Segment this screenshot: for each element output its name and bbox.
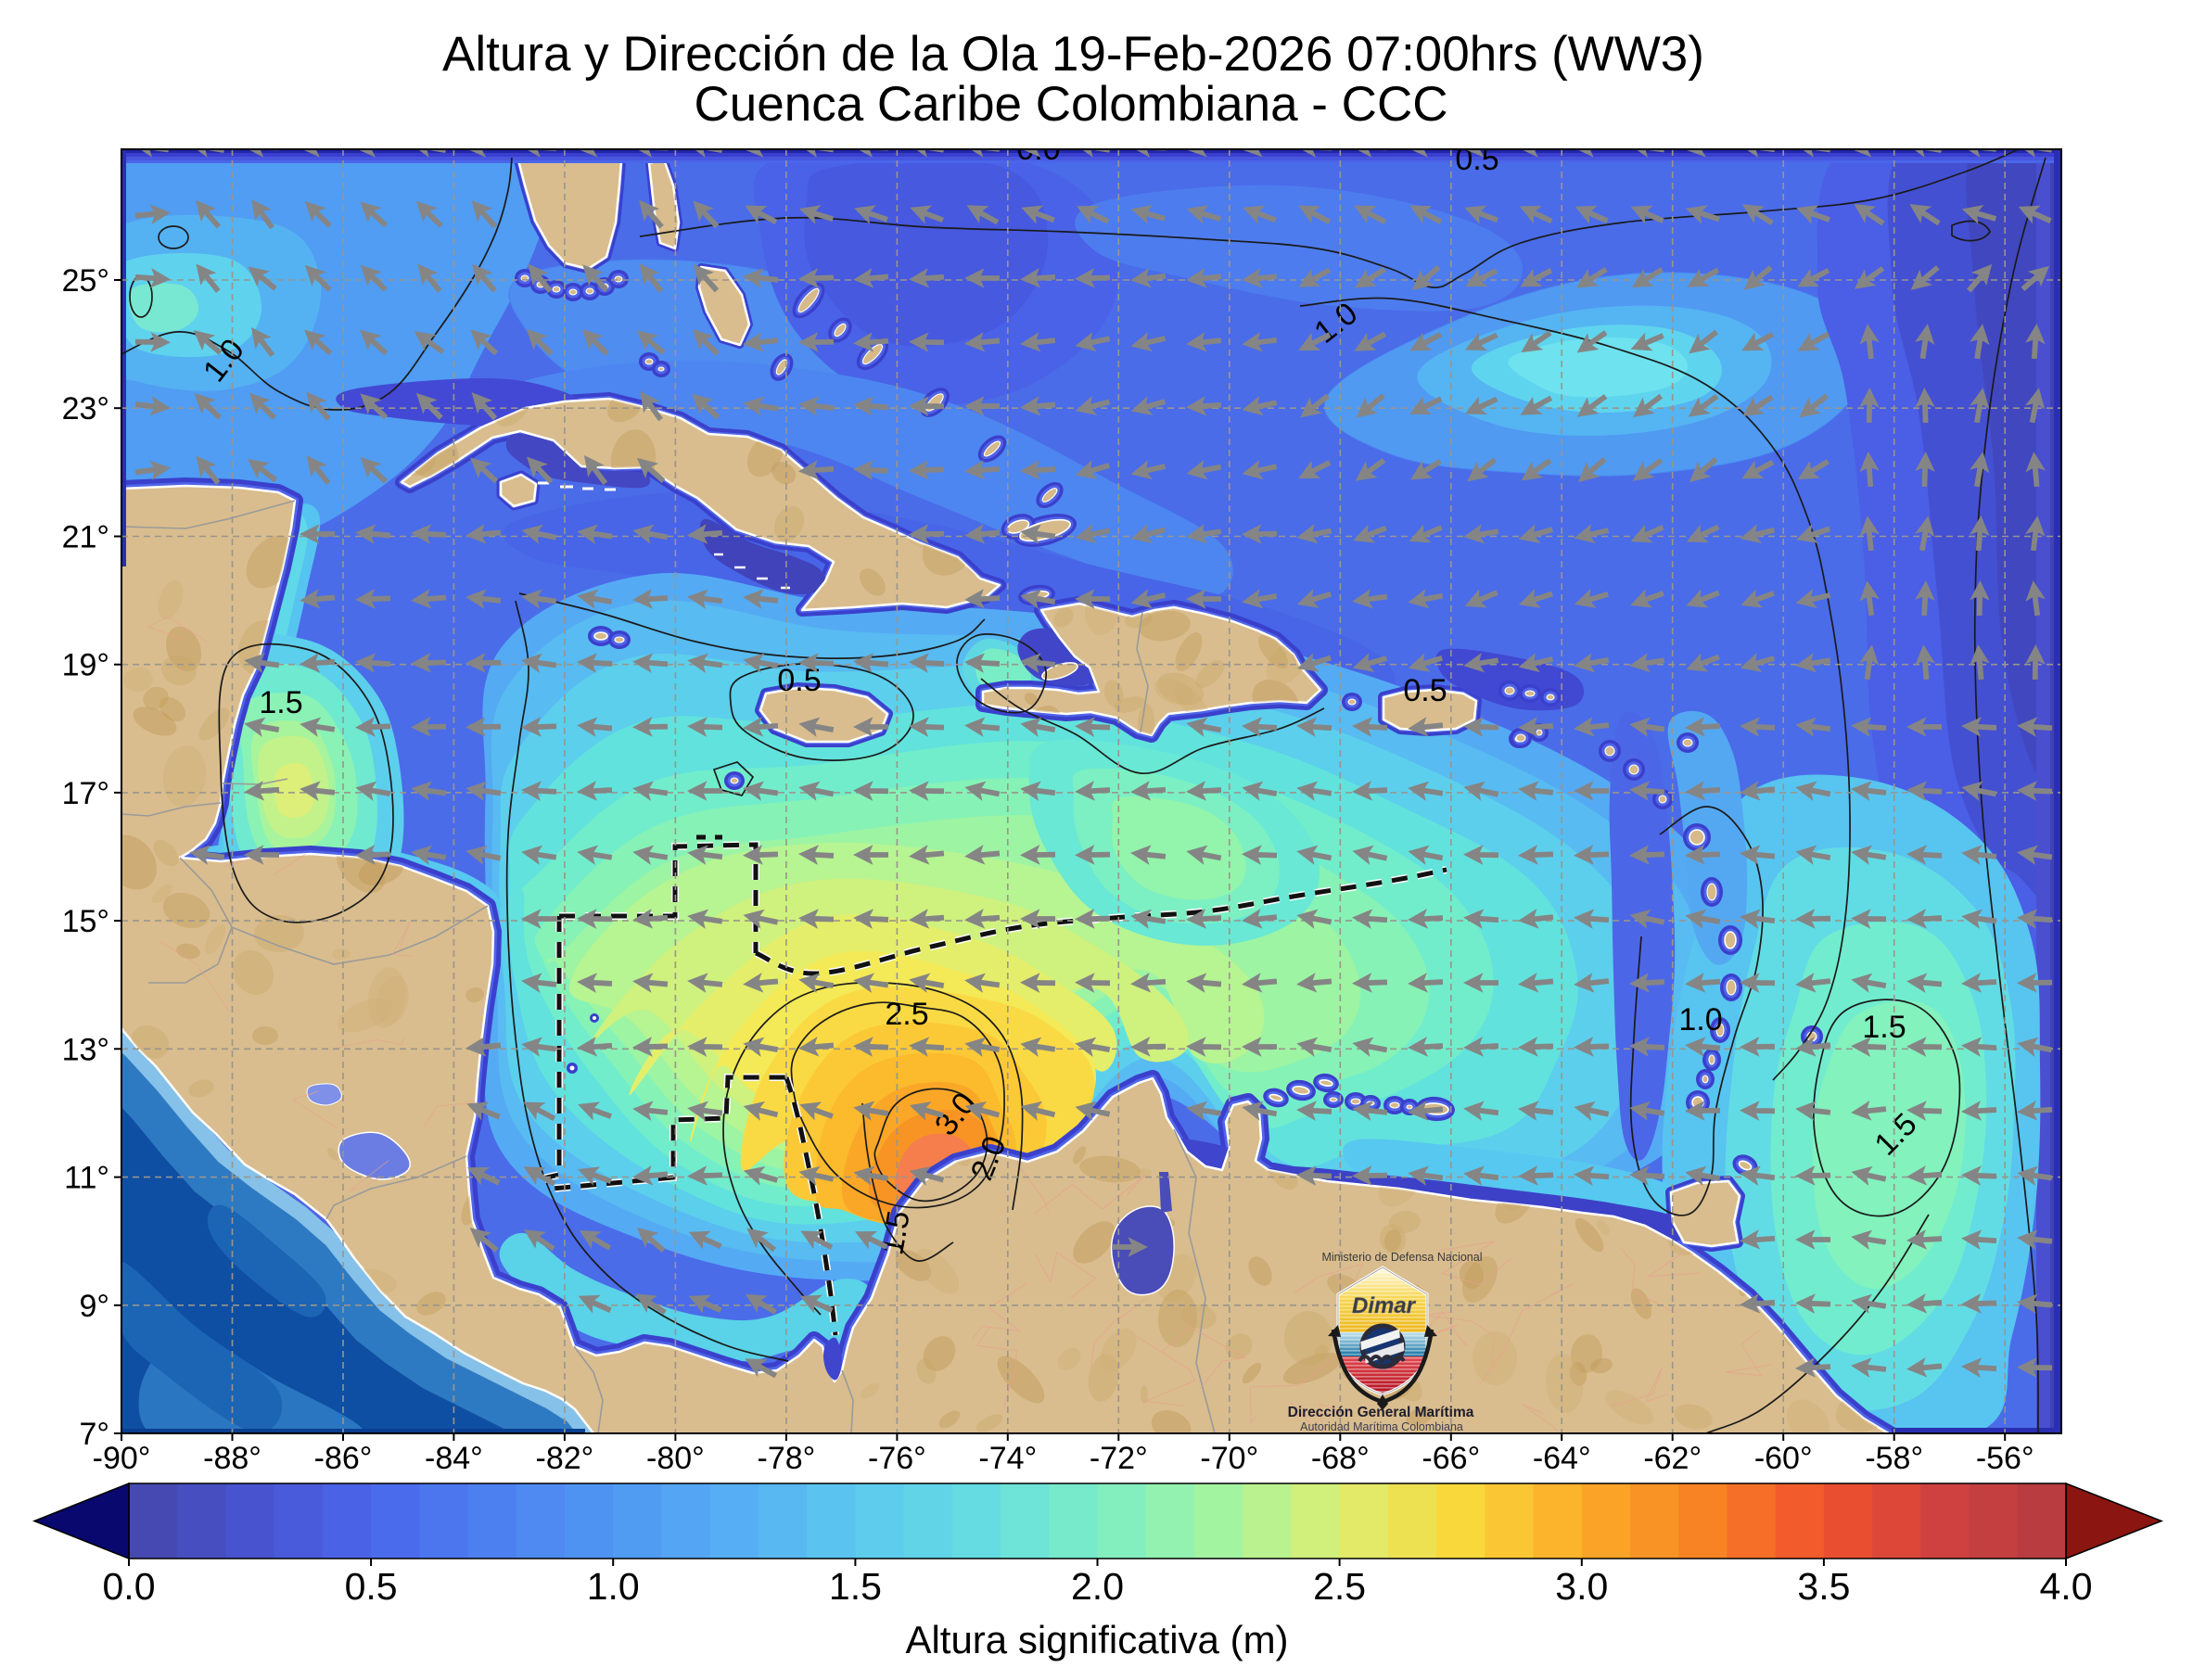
svg-text:Cuenca Caribe Colombiana - CCC: Cuenca Caribe Colombiana - CCC [694,77,1447,132]
svg-text:11°: 11° [64,1161,109,1196]
svg-text:0.0: 0.0 [103,1565,156,1608]
svg-text:Dimar: Dimar [1352,1293,1417,1318]
svg-text:2.0: 2.0 [1071,1565,1124,1608]
svg-text:-72°: -72° [1090,1441,1148,1476]
svg-text:Autoridad Marítima Colombiana: Autoridad Marítima Colombiana [1300,1420,1463,1433]
svg-text:7°: 7° [79,1417,109,1452]
svg-text:-80°: -80° [646,1441,705,1476]
svg-text:13°: 13° [62,1032,109,1067]
svg-text:1.0: 1.0 [587,1565,640,1608]
svg-text:Ministerio de Defensa Nacional: Ministerio de Defensa Nacional [1321,1251,1482,1264]
svg-text:-74°: -74° [978,1441,1037,1476]
svg-text:-64°: -64° [1533,1441,1591,1476]
svg-text:-78°: -78° [758,1441,816,1476]
svg-text:Altura significativa (m): Altura significativa (m) [905,1618,1288,1661]
svg-text:-76°: -76° [868,1441,926,1476]
svg-text:-56°: -56° [1976,1441,2034,1476]
svg-text:-70°: -70° [1200,1441,1258,1476]
svg-text:2.5: 2.5 [1313,1565,1366,1608]
svg-text:3.5: 3.5 [1797,1565,1850,1608]
svg-text:-66°: -66° [1422,1441,1480,1476]
svg-text:0.5: 0.5 [345,1565,398,1608]
svg-text:1.0: 1.0 [1678,1002,1722,1037]
svg-text:1.5: 1.5 [259,685,302,720]
svg-text:-58°: -58° [1865,1441,1923,1476]
svg-text:Altura y Dirección de la Ola 1: Altura y Dirección de la Ola 19-Feb-2026… [442,27,1704,82]
svg-text:19°: 19° [62,648,109,683]
svg-text:0.5: 0.5 [1403,673,1447,708]
svg-text:1.5: 1.5 [829,1565,882,1608]
svg-text:17°: 17° [62,776,109,811]
svg-text:23°: 23° [62,391,109,426]
svg-text:-84°: -84° [425,1441,483,1476]
svg-text:25°: 25° [62,263,109,299]
svg-text:Dirección General Marítima: Dirección General Marítima [1288,1405,1474,1420]
svg-text:-90°: -90° [93,1441,151,1476]
svg-text:2.5: 2.5 [885,997,928,1032]
svg-text:-60°: -60° [1754,1441,1813,1476]
svg-text:-86°: -86° [314,1441,373,1476]
svg-text:3.0: 3.0 [1555,1565,1608,1608]
svg-text:-68°: -68° [1311,1441,1370,1476]
svg-text:-88°: -88° [203,1441,261,1476]
svg-text:0.0: 0.0 [1016,132,1060,167]
svg-text:4.0: 4.0 [2040,1565,2093,1608]
svg-text:9°: 9° [79,1289,109,1324]
svg-text:15°: 15° [62,904,109,939]
svg-text:-82°: -82° [536,1441,594,1476]
svg-text:1.5: 1.5 [874,1208,917,1257]
svg-text:21°: 21° [62,520,109,555]
svg-text:-62°: -62° [1643,1441,1702,1476]
